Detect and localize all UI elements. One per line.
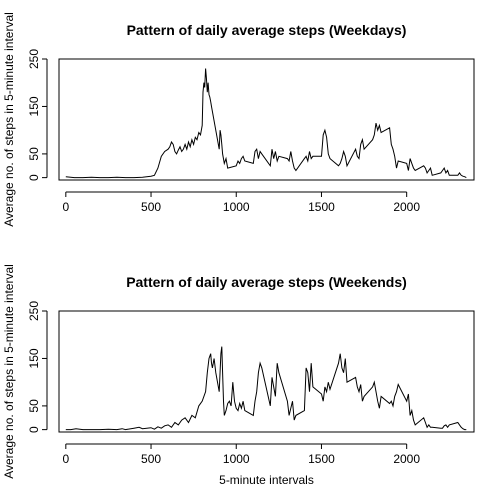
x-tick-label-weekends: 1000 (223, 452, 250, 466)
y-tick-label-weekdays: 50 (27, 147, 41, 161)
y-tick-label-weekends: 50 (27, 399, 41, 413)
plot-frame-weekends (58, 310, 475, 433)
series-line-weekends (65, 346, 467, 431)
y-axis-label-weekends: Average no. of steps in 5-minute interva… (2, 264, 16, 479)
series-line-weekdays (65, 68, 467, 179)
x-tick-label-weekends: 1500 (308, 452, 335, 466)
y-tick-label-weekends: 150 (27, 348, 41, 368)
x-tick-label-weekdays: 0 (62, 200, 69, 214)
y-axis-label-weekdays: Average no. of steps in 5-minute interva… (2, 12, 16, 227)
x-axis-label-weekends: 5-minute intervals (219, 473, 314, 487)
x-tick-label-weekends: 2000 (393, 452, 420, 466)
chart-title-weekends: Pattern of daily average steps (Weekends… (126, 274, 407, 290)
plot-frame-weekdays (58, 58, 475, 181)
y-tick-label-weekdays: 150 (27, 96, 41, 116)
x-tick-label-weekends: 0 (62, 452, 69, 466)
y-tick-label-weekends: 250 (27, 301, 41, 321)
x-tick-label-weekdays: 1500 (308, 200, 335, 214)
y-tick-label-weekdays: 0 (27, 174, 41, 181)
x-tick-label-weekdays: 500 (141, 200, 161, 214)
chart-title-weekdays: Pattern of daily average steps (Weekdays… (127, 22, 407, 38)
y-tick-label-weekdays: 250 (27, 49, 41, 69)
x-tick-label-weekdays: 1000 (223, 200, 250, 214)
x-tick-label-weekends: 500 (141, 452, 161, 466)
x-tick-label-weekdays: 2000 (393, 200, 420, 214)
y-tick-label-weekends: 0 (27, 426, 41, 433)
